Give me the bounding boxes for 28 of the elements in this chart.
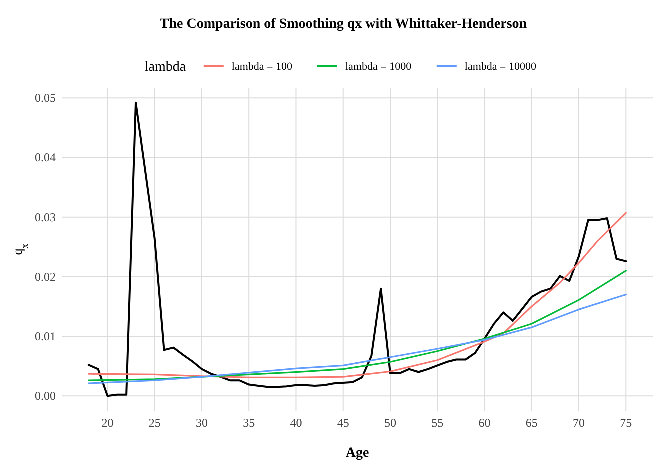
x-tick-label: 45 bbox=[337, 416, 350, 430]
line-series bbox=[88, 294, 627, 384]
legend-label: lambda = 1000 bbox=[346, 61, 412, 73]
x-tick-label: 30 bbox=[196, 416, 208, 430]
legend-label: lambda = 100 bbox=[232, 61, 293, 73]
x-tick-label: 65 bbox=[526, 416, 538, 430]
x-tick-label: 70 bbox=[573, 416, 586, 430]
y-tick-label: 0.05 bbox=[35, 91, 56, 106]
y-tick-label: 0.02 bbox=[35, 270, 56, 284]
x-tick-label: 55 bbox=[432, 416, 444, 430]
y-tick-label: 0.00 bbox=[35, 389, 56, 404]
x-tick-label: 50 bbox=[384, 416, 396, 430]
x-tick-label: 40 bbox=[290, 416, 302, 430]
x-tick-label: 35 bbox=[243, 416, 256, 430]
legend-label: lambda = 10000 bbox=[464, 61, 537, 73]
y-tick-label: 0.03 bbox=[35, 210, 56, 224]
y-tick-label: 0.01 bbox=[35, 330, 56, 344]
x-tick-label: 60 bbox=[478, 416, 491, 430]
chart-title: The Comparison of Smoothing qx with Whittaker-Henderson bbox=[160, 17, 528, 32]
x-tick-label: 75 bbox=[620, 416, 632, 430]
x-tick-label: 20 bbox=[102, 416, 114, 430]
y-tick-label: 0.04 bbox=[35, 150, 56, 165]
line-series bbox=[88, 212, 627, 378]
x-tick-label: 25 bbox=[148, 416, 161, 430]
legend-title: lambda bbox=[144, 60, 187, 75]
x-axis-title: Age bbox=[346, 446, 370, 461]
line-series bbox=[88, 102, 628, 398]
line-series bbox=[88, 270, 627, 382]
